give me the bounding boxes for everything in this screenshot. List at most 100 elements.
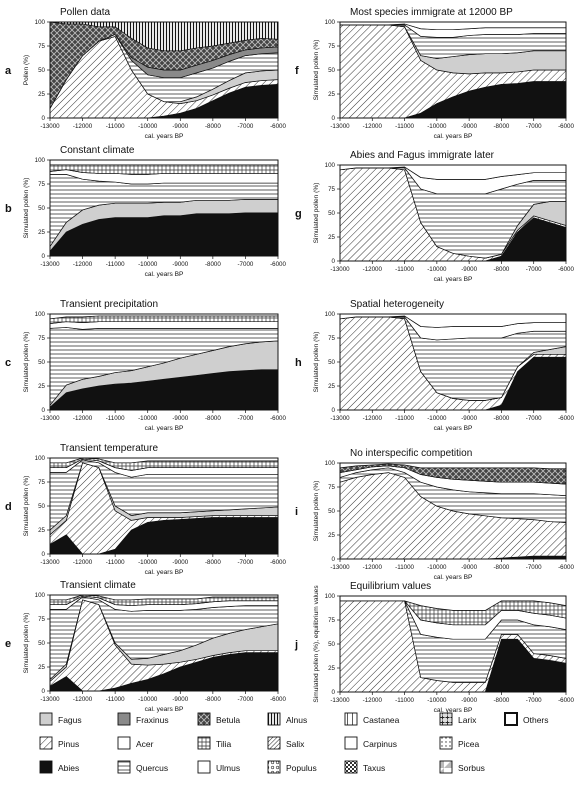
y-tick-label: 50 — [38, 205, 45, 212]
chart-panel-j: Equilibrium values j 0 25 50 75 100 Simulated p… — [294, 581, 574, 714]
legend-item-populus: Populus — [267, 760, 317, 774]
y-tick-label: 100 — [35, 592, 46, 599]
legend-label: Carpinus — [363, 739, 397, 749]
x-tick-label: -9000 — [172, 559, 188, 566]
y-tick-label: 100 — [325, 311, 336, 318]
x-tick-label: -12000 — [73, 559, 93, 566]
x-tick-label: -13000 — [40, 415, 60, 422]
legend-item-quercus: Quercus — [117, 760, 168, 774]
x-axis-label: cal. years BP — [145, 425, 184, 432]
legend-label: Taxus — [363, 763, 385, 773]
x-tick-label: -6000 — [558, 697, 574, 704]
x-tick-label: -6000 — [270, 123, 286, 130]
x-tick-label: -13000 — [330, 123, 350, 130]
chart-panel-f: Most species immigrate at 12000 BP f 0 25 50… — [295, 7, 574, 140]
y-tick-label: 0 — [332, 115, 336, 122]
x-tick-label: -12000 — [363, 123, 383, 130]
legend-swatch — [504, 712, 518, 726]
y-tick-label: 75 — [328, 186, 335, 193]
y-tick-label: 75 — [328, 335, 335, 342]
y-axis-label: Simulated pollen (%) — [313, 183, 320, 244]
x-tick-label: -8000 — [205, 261, 221, 268]
chart-panel-c: Transient precipitation c 0 25 50 75 100 Simula… — [5, 299, 286, 432]
x-tick-label: -10000 — [427, 564, 447, 571]
y-axis-label: Simulated pollen (%) — [313, 40, 320, 101]
y-tick-label: 100 — [35, 455, 46, 462]
x-tick-label: -13000 — [40, 559, 60, 566]
y-tick-label: 75 — [38, 181, 45, 188]
y-tick-label: 75 — [38, 335, 45, 342]
legend-label: Sorbus — [458, 763, 485, 773]
chart-title: Transient climate — [60, 580, 136, 591]
x-tick-label: -7000 — [238, 123, 254, 130]
y-axis-label: Simulated pollen (%) — [23, 476, 30, 537]
x-tick-label: -8000 — [205, 415, 221, 422]
y-tick-label: 75 — [328, 43, 335, 50]
panel-letter: d — [5, 501, 12, 513]
x-axis-label: cal. years BP — [145, 133, 184, 140]
y-tick-label: 0 — [332, 407, 336, 414]
y-tick-label: 75 — [38, 43, 45, 50]
legend-item-fagus: Fagus — [39, 712, 82, 726]
x-tick-label: -9000 — [461, 697, 477, 704]
x-tick-label: -11000 — [106, 261, 125, 268]
legend-label: Abies — [58, 763, 79, 773]
x-tick-label: -7000 — [526, 123, 542, 130]
y-tick-label: 50 — [328, 210, 335, 217]
legend-swatch — [439, 760, 453, 774]
chart-title: Constant climate — [60, 145, 135, 156]
x-tick-label: -11000 — [395, 123, 414, 130]
x-tick-label: -10000 — [138, 559, 158, 566]
legend-swatch — [344, 712, 358, 726]
y-tick-label: 0 — [332, 556, 336, 563]
chart-panel-g: Abies and Fagus immigrate later g 0 25 50 75 1… — [295, 150, 574, 283]
x-tick-label: -13000 — [330, 266, 350, 273]
panel-letter: b — [5, 203, 12, 215]
area-others — [49, 159, 279, 166]
y-tick-label: 25 — [328, 91, 335, 98]
y-axis-label: Simulated pollen (%) — [23, 613, 30, 674]
panel-letter: i — [295, 506, 298, 518]
x-tick-label: -9000 — [172, 415, 188, 422]
legend-item-alnus: Alnus — [267, 712, 307, 726]
y-tick-label: 0 — [42, 407, 46, 414]
chart-title: Abies and Fagus immigrate later — [350, 150, 495, 161]
x-tick-label: -8000 — [205, 123, 221, 130]
legend-label: Picea — [458, 739, 480, 749]
legend-label: Ulmus — [216, 763, 240, 773]
x-tick-label: -8000 — [205, 696, 221, 703]
y-tick-label: 0 — [42, 115, 46, 122]
x-tick-label: -7000 — [238, 261, 254, 268]
legend-label: Acer — [136, 739, 154, 749]
chart-panel-b: Constant climate b 0 25 50 75 100 Simulated pol… — [5, 145, 286, 278]
x-tick-label: -8000 — [494, 123, 510, 130]
x-tick-label: -11000 — [395, 266, 414, 273]
x-axis-label: cal. years BP — [145, 271, 184, 278]
x-tick-label: -6000 — [558, 266, 574, 273]
x-tick-label: -8000 — [494, 266, 510, 273]
x-tick-label: -7000 — [238, 415, 254, 422]
x-axis-label: cal. years BP — [145, 706, 184, 713]
y-tick-label: 25 — [38, 527, 45, 534]
legend-item-carpinus: Carpinus — [344, 736, 397, 750]
y-tick-label: 50 — [38, 359, 45, 366]
y-tick-label: 75 — [38, 616, 45, 623]
y-tick-label: 0 — [332, 258, 336, 265]
legend-item-castanea: Castanea — [344, 712, 400, 726]
x-axis-label: cal. years BP — [434, 425, 473, 432]
legend-label: Betula — [216, 715, 240, 725]
chart-panel-h: Spatial heterogeneity h 0 25 50 75 100 Simulate… — [295, 299, 574, 432]
y-axis-label: Simulated pollen (%), equilibrium values — [313, 585, 320, 703]
y-tick-label: 50 — [38, 503, 45, 510]
legend-label: Quercus — [136, 763, 168, 773]
legend-item-others: Others — [504, 712, 549, 726]
legend-item-larix: Larix — [439, 712, 477, 726]
y-tick-label: 0 — [42, 551, 46, 558]
y-tick-label: 50 — [328, 67, 335, 74]
y-tick-label: 0 — [42, 253, 46, 260]
chart-panel-d: Transient temperature d 0 25 50 75 100 Simulate… — [5, 443, 286, 576]
chart-title: No interspecific competition — [350, 448, 472, 459]
x-tick-label: -7000 — [526, 266, 542, 273]
x-tick-label: -6000 — [270, 261, 286, 268]
x-tick-label: -10000 — [427, 415, 447, 422]
